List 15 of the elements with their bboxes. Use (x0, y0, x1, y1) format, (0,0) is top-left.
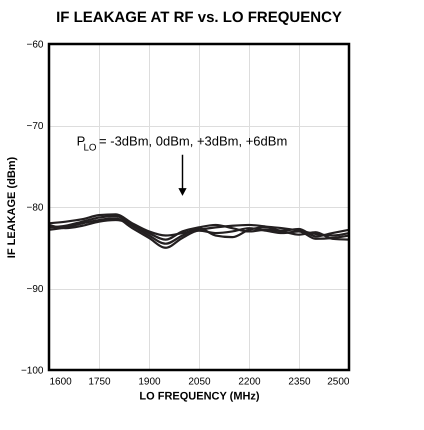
y-tick-label: −60 (26, 40, 44, 50)
chart-title: IF LEAKAGE AT RF vs. LO FREQUENCY (56, 9, 342, 26)
x-tick-label: 2050 (188, 376, 212, 388)
x-tick-label: 1900 (138, 376, 162, 388)
x-axis-title: LO FREQUENCY (MHz) (139, 390, 260, 402)
y-tick-label: −100 (20, 366, 44, 376)
y-tick-label: −70 (26, 121, 44, 132)
y-axis-title: IF LEAKAGE (dBm) (6, 156, 18, 258)
y-tick-label: −90 (26, 284, 44, 295)
x-tick-label: 1600 (50, 376, 72, 388)
x-tick-label: 2500 (327, 376, 350, 388)
y-tick-label: −80 (26, 202, 44, 214)
x-tick-label: 1750 (88, 376, 112, 388)
x-tick-label: 2200 (238, 376, 262, 388)
x-tick-label: 2350 (288, 376, 312, 388)
